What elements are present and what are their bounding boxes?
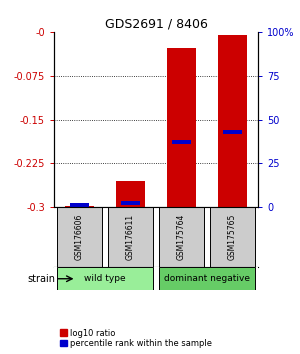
Title: GDS2691 / 8406: GDS2691 / 8406 xyxy=(105,18,207,31)
Bar xyxy=(167,48,196,207)
Bar xyxy=(209,207,255,267)
Text: GSM175764: GSM175764 xyxy=(177,214,186,261)
Bar xyxy=(218,35,247,207)
Bar xyxy=(158,207,205,267)
Bar xyxy=(158,267,255,290)
Text: strain: strain xyxy=(27,274,55,284)
Text: wild type: wild type xyxy=(84,274,126,283)
Legend: log10 ratio, percentile rank within the sample: log10 ratio, percentile rank within the … xyxy=(58,327,214,350)
Text: GSM175765: GSM175765 xyxy=(228,214,237,261)
Text: dominant negative: dominant negative xyxy=(164,274,250,283)
Bar xyxy=(57,267,153,290)
Bar xyxy=(65,206,94,207)
Bar xyxy=(108,207,153,267)
Bar xyxy=(70,202,88,207)
Bar xyxy=(172,140,190,144)
Bar xyxy=(57,207,102,267)
Bar xyxy=(122,201,140,205)
Bar xyxy=(116,182,145,207)
Text: GSM176611: GSM176611 xyxy=(126,214,135,260)
Text: GSM176606: GSM176606 xyxy=(75,214,84,261)
Bar xyxy=(224,130,242,134)
